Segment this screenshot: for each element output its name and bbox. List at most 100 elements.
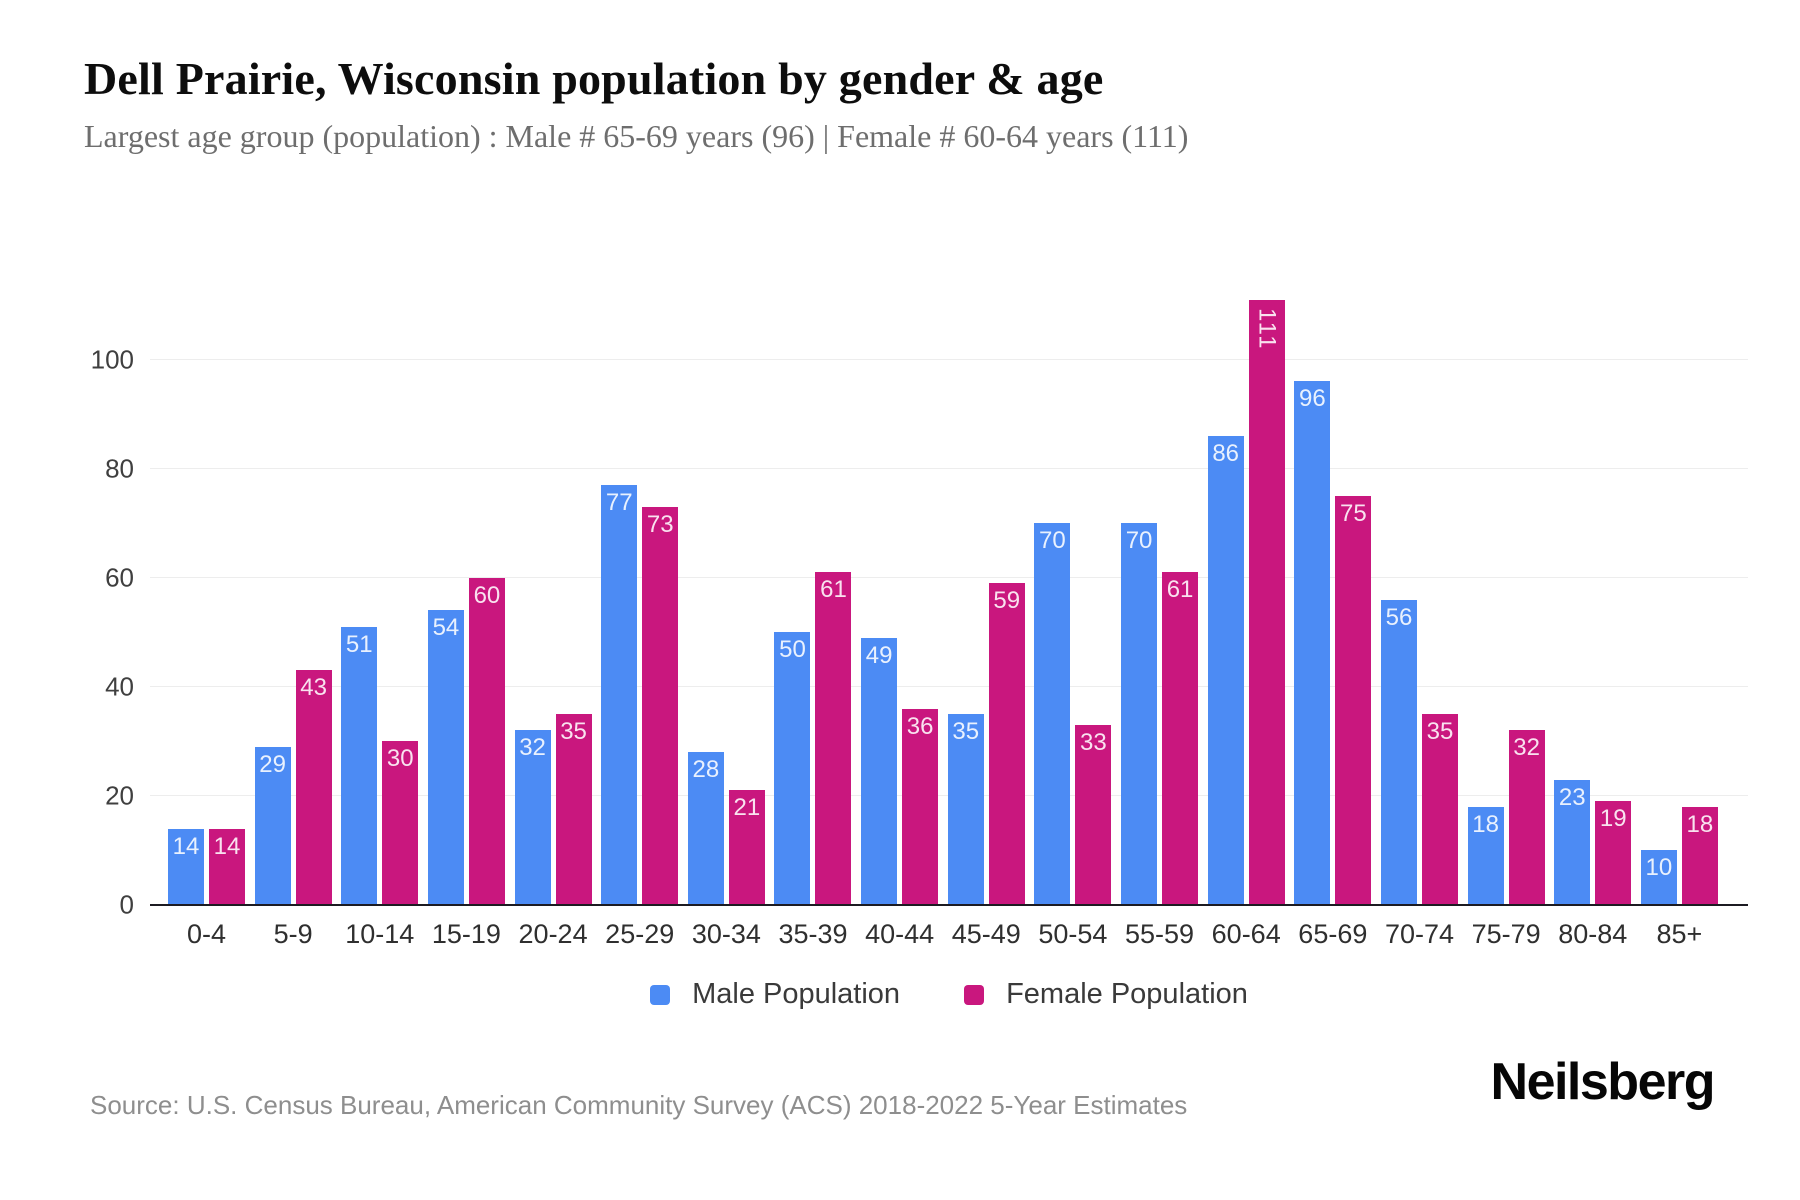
bar-female-30-34: 21 <box>728 790 765 905</box>
gridline-40 <box>150 685 1748 687</box>
y-tick-label-100: 100 <box>90 344 134 375</box>
gridline-60 <box>150 576 1748 578</box>
bar-value-label: 18 <box>1472 810 1499 838</box>
legend-marker-icon <box>964 984 985 1005</box>
bar-value-label: 18 <box>1686 810 1714 838</box>
bar-value-label: 35 <box>1426 718 1454 746</box>
bar-group-25-29: 77 73 25-29 <box>601 485 679 949</box>
bar-male-10-14: 51 <box>341 626 378 905</box>
x-tick-label-10-14: 10-14 <box>345 919 415 949</box>
bar-value-label: 14 <box>172 832 200 860</box>
x-tick-label-80-84: 80-84 <box>1558 919 1628 949</box>
bar-female-35-39: 61 <box>815 572 852 905</box>
bar-male-80-84: 23 <box>1554 779 1591 905</box>
bar-male-45-49: 35 <box>947 714 984 905</box>
bar-value-label: 86 <box>1212 439 1240 467</box>
bar-value-label: 59 <box>993 587 1021 615</box>
bar-female-20-24: 35 <box>555 714 592 905</box>
bar-male-40-44: 49 <box>861 637 898 905</box>
bar-value-label: 61 <box>1166 576 1194 604</box>
source-text: Source: U.S. Census Bureau, American Com… <box>90 1090 1188 1120</box>
bar-group-50-54: 70 33 50-54 <box>1034 523 1112 949</box>
bar-group-15-19: 54 60 15-19 <box>427 577 505 949</box>
bar-male-65-69: 96 <box>1294 381 1331 905</box>
bar-value-label: 111 <box>1253 307 1281 351</box>
bar-value-label: 75 <box>1339 499 1367 527</box>
bar-value-label: 50 <box>779 636 806 664</box>
legend-label: Male Population <box>692 978 901 1010</box>
bar-male-35-39: 50 <box>774 632 811 905</box>
bar-group-5-9: 29 43 5-9 <box>254 670 332 949</box>
bar-female-45-49: 59 <box>988 583 1025 905</box>
bar-value-label: 70 <box>1039 527 1066 555</box>
legend: Male Population Female Population <box>150 978 1748 1011</box>
x-tick-label-5-9: 5-9 <box>273 919 313 949</box>
bar-female-15-19: 60 <box>468 577 505 905</box>
bar-male-5-9: 29 <box>254 746 291 905</box>
x-tick-label-0-4: 0-4 <box>186 919 227 949</box>
bar-female-80-84: 19 <box>1595 801 1632 905</box>
x-axis-line <box>150 904 1748 906</box>
bar-group-40-44: 49 36 40-44 <box>861 637 939 949</box>
bar-group-70-74: 56 35 70-74 <box>1380 599 1458 949</box>
bar-value-label: 21 <box>733 794 761 822</box>
x-tick-label-25-29: 25-29 <box>605 919 675 949</box>
bar-male-20-24: 32 <box>514 730 551 905</box>
bar-group-55-59: 70 61 55-59 <box>1121 523 1199 949</box>
legend-item-female[interactable]: Female Population <box>964 978 1248 1011</box>
bar-female-75-79: 32 <box>1508 730 1545 905</box>
bar-male-60-64: 86 <box>1207 435 1244 905</box>
x-tick-label-30-34: 30-34 <box>691 919 761 949</box>
bar-value-label: 14 <box>213 832 241 860</box>
bar-male-55-59: 70 <box>1121 523 1158 905</box>
bar-value-label: 35 <box>952 718 980 746</box>
bar-group-0-4: 14 14 0-4 <box>168 828 245 949</box>
bar-value-label: 32 <box>1513 734 1540 762</box>
legend-item-male[interactable]: Male Population <box>650 978 900 1011</box>
chart-title: Dell Prairie, Wisconsin population by ge… <box>84 53 1104 104</box>
bar-male-85+: 10 <box>1640 850 1677 905</box>
x-tick-label-50-54: 50-54 <box>1038 919 1108 949</box>
bar-group-85+: 10 18 85+ <box>1640 806 1718 949</box>
bar-value-label: 73 <box>646 510 674 538</box>
bar-female-65-69: 75 <box>1335 495 1372 905</box>
bar-value-label: 43 <box>300 674 327 702</box>
bar-value-label: 77 <box>605 489 633 516</box>
bar-group-45-49: 35 59 45-49 <box>947 583 1025 949</box>
bar-group-35-39: 50 61 35-39 <box>774 572 852 949</box>
gridline-100 <box>150 358 1748 360</box>
bar-group-20-24: 32 35 20-24 <box>514 714 592 949</box>
x-tick-label-20-24: 20-24 <box>518 919 588 949</box>
bar-female-40-44: 36 <box>902 708 939 905</box>
bar-value-label: 10 <box>1645 854 1673 882</box>
bar-male-30-34: 28 <box>687 752 724 905</box>
bar-group-75-79: 18 32 75-79 <box>1467 730 1545 949</box>
bar-value-label: 36 <box>906 712 934 740</box>
bar-value-label: 51 <box>345 630 373 658</box>
x-tick-label-55-59: 55-59 <box>1125 919 1195 949</box>
bar-group-30-34: 28 21 30-34 <box>687 752 765 949</box>
bar-female-70-74: 35 <box>1421 714 1458 905</box>
y-tick-label-80: 80 <box>105 453 134 484</box>
bar-male-75-79: 18 <box>1467 806 1504 905</box>
legend-marker-icon <box>650 984 671 1005</box>
bar-value-label: 60 <box>473 581 501 609</box>
bar-value-label: 96 <box>1298 385 1326 413</box>
x-tick-label-65-69: 65-69 <box>1298 919 1368 949</box>
bar-value-label: 32 <box>519 734 546 762</box>
bar-group-80-84: 23 19 80-84 <box>1554 779 1632 949</box>
bar-value-label: 19 <box>1599 805 1627 833</box>
x-tick-label-75-79: 75-79 <box>1471 919 1541 949</box>
plot-area: 0 20 40 60 80 100 14 14 0-4 29 43 5-9 51 30 10-14 54 60… <box>91 245 1748 949</box>
x-tick-label-60-64: 60-64 <box>1211 919 1281 949</box>
bar-female-60-64: 111 <box>1248 299 1285 905</box>
y-tick-label-0: 0 <box>119 889 134 920</box>
bar-value-label: 33 <box>1080 729 1107 756</box>
bar-male-70-74: 56 <box>1380 599 1417 905</box>
bar-group-65-69: 96 75 65-69 <box>1294 381 1372 949</box>
bar-value-label: 23 <box>1558 783 1586 811</box>
bar-male-15-19: 54 <box>427 610 464 905</box>
x-tick-label-45-49: 45-49 <box>951 919 1021 949</box>
bar-female-50-54: 33 <box>1075 725 1112 905</box>
bar-male-25-29: 77 <box>601 485 638 905</box>
